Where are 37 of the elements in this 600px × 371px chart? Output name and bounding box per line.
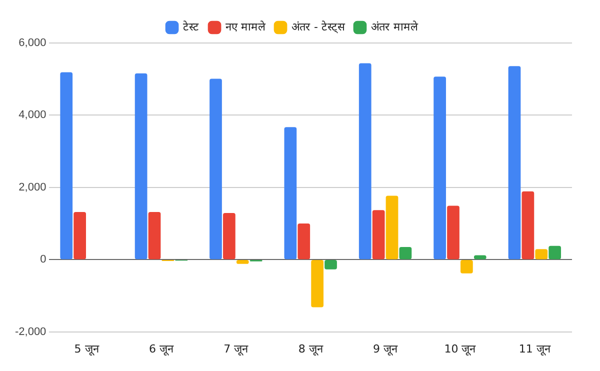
x-tick-label: 6 जून	[148, 342, 174, 356]
x-tick-label: 8 जून	[298, 342, 324, 356]
bar	[508, 66, 521, 260]
legend-label: टेस्ट	[183, 20, 200, 34]
bar	[60, 72, 73, 260]
bar	[386, 196, 398, 260]
bar	[74, 212, 86, 260]
y-tick-label: 4,000	[18, 109, 46, 122]
bar	[311, 260, 324, 308]
bar	[460, 260, 473, 274]
legend-label: नए मामले	[226, 20, 266, 34]
legend-label: अंतर मामले	[370, 20, 418, 34]
bar	[223, 213, 236, 260]
y-tick-label: 2,000	[18, 181, 46, 194]
bar	[298, 224, 310, 260]
x-tick-label: 7 जून	[224, 342, 250, 356]
x-tick-label: 9 जून	[373, 342, 399, 356]
bar	[358, 63, 372, 260]
bar	[134, 73, 148, 260]
x-tick-label: 5 जून	[74, 342, 100, 356]
bar	[522, 191, 534, 260]
bar	[210, 78, 222, 260]
bar	[447, 206, 460, 260]
y-tick-label: 6,000	[18, 37, 46, 50]
y-tick-label: 0	[40, 254, 46, 266]
bar	[148, 212, 161, 260]
bar	[434, 76, 446, 260]
bar	[372, 210, 385, 260]
bar	[284, 127, 297, 260]
bar	[399, 246, 412, 260]
x-tick-label: 11 जून	[518, 342, 552, 356]
y-tick-label: -2,000	[14, 326, 46, 338]
bar	[535, 249, 548, 260]
legend-label: अंतर - टेस्ट्स	[292, 20, 346, 34]
bar	[324, 260, 337, 270]
bar	[548, 246, 562, 260]
x-tick-label: 10 जून	[444, 342, 477, 356]
